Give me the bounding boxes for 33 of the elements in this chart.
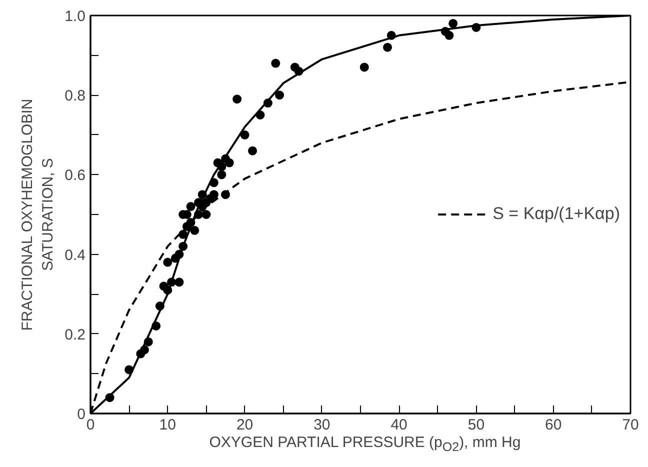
x-tick-label: 50	[468, 416, 485, 434]
y-tick-label: 0.6	[64, 167, 86, 184]
legend-label: S = Kαp/(1+Kαp)	[492, 204, 620, 224]
point	[444, 30, 454, 40]
y-tick-label: 1.0	[64, 8, 86, 25]
x-tick-label: 10	[159, 416, 176, 434]
point	[240, 130, 250, 140]
point	[209, 190, 218, 200]
point	[383, 42, 392, 52]
point	[174, 278, 184, 287]
y-tick-label: 0.4	[64, 246, 86, 264]
point	[271, 58, 280, 68]
y-tick-label: 0.2	[64, 326, 86, 344]
x-tick-label: 70	[622, 416, 639, 434]
point	[232, 94, 242, 104]
x-tick-label: 20	[236, 416, 254, 434]
x-axis-title: OXYGEN PARTIAL PRESSURE (p$_{O2}$), mm Hg	[208, 433, 522, 456]
point	[360, 62, 369, 72]
point	[163, 258, 172, 267]
x-tick-label: 30	[314, 416, 330, 434]
point	[217, 170, 226, 180]
point	[190, 226, 200, 235]
x-tick-label: 40	[390, 416, 408, 434]
point	[202, 210, 211, 219]
y-tick-label: 0	[77, 406, 86, 423]
point	[224, 158, 234, 168]
point	[186, 202, 196, 212]
point	[248, 146, 257, 156]
y-axis-title: FRACTIONAL OXYHEMOGLOBIN SATURATION, S	[19, 98, 57, 331]
point	[448, 18, 458, 28]
point	[275, 90, 284, 100]
y-tick-label: 0.8	[64, 88, 86, 105]
x-tick-label: 60	[545, 416, 562, 434]
